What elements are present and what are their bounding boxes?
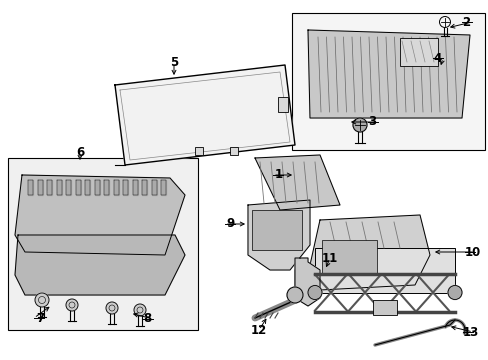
- Text: 5: 5: [169, 55, 178, 68]
- Text: 10: 10: [464, 246, 480, 258]
- Polygon shape: [247, 200, 309, 270]
- Polygon shape: [294, 258, 319, 306]
- Text: 3: 3: [367, 116, 375, 129]
- Polygon shape: [38, 180, 42, 195]
- Circle shape: [286, 287, 303, 303]
- Polygon shape: [113, 180, 118, 195]
- Polygon shape: [47, 180, 52, 195]
- Bar: [251, 210, 302, 250]
- Circle shape: [106, 302, 118, 314]
- Text: 13: 13: [462, 325, 478, 338]
- Text: 8: 8: [142, 312, 151, 325]
- Text: 4: 4: [432, 51, 440, 64]
- Polygon shape: [15, 175, 184, 255]
- Circle shape: [307, 285, 321, 300]
- Bar: [229, 147, 238, 155]
- Polygon shape: [309, 215, 429, 290]
- Polygon shape: [161, 180, 165, 195]
- Polygon shape: [28, 180, 33, 195]
- Text: 1: 1: [274, 168, 283, 181]
- Circle shape: [66, 299, 78, 311]
- Text: 2: 2: [461, 15, 469, 28]
- Bar: [321, 240, 376, 275]
- Circle shape: [134, 304, 146, 316]
- Polygon shape: [75, 180, 81, 195]
- Polygon shape: [85, 180, 90, 195]
- Bar: [399, 38, 437, 66]
- Bar: [291, 13, 484, 150]
- Bar: [314, 248, 454, 292]
- Circle shape: [447, 285, 461, 300]
- Text: 12: 12: [250, 324, 266, 337]
- Polygon shape: [57, 180, 61, 195]
- Polygon shape: [15, 235, 184, 295]
- Polygon shape: [151, 180, 156, 195]
- Text: 9: 9: [226, 217, 235, 230]
- Bar: [278, 97, 287, 112]
- Polygon shape: [66, 180, 71, 195]
- Polygon shape: [94, 180, 99, 195]
- Text: 11: 11: [321, 252, 337, 265]
- Circle shape: [352, 118, 366, 132]
- Polygon shape: [254, 155, 339, 210]
- Text: 7: 7: [36, 311, 44, 324]
- Polygon shape: [132, 180, 137, 195]
- Polygon shape: [123, 180, 128, 195]
- Polygon shape: [104, 180, 109, 195]
- Text: 6: 6: [76, 147, 84, 159]
- Bar: [195, 147, 203, 155]
- Polygon shape: [307, 30, 469, 118]
- Bar: [8, 158, 198, 330]
- Polygon shape: [115, 65, 294, 165]
- Bar: [372, 300, 396, 315]
- Polygon shape: [142, 180, 147, 195]
- Circle shape: [35, 293, 49, 307]
